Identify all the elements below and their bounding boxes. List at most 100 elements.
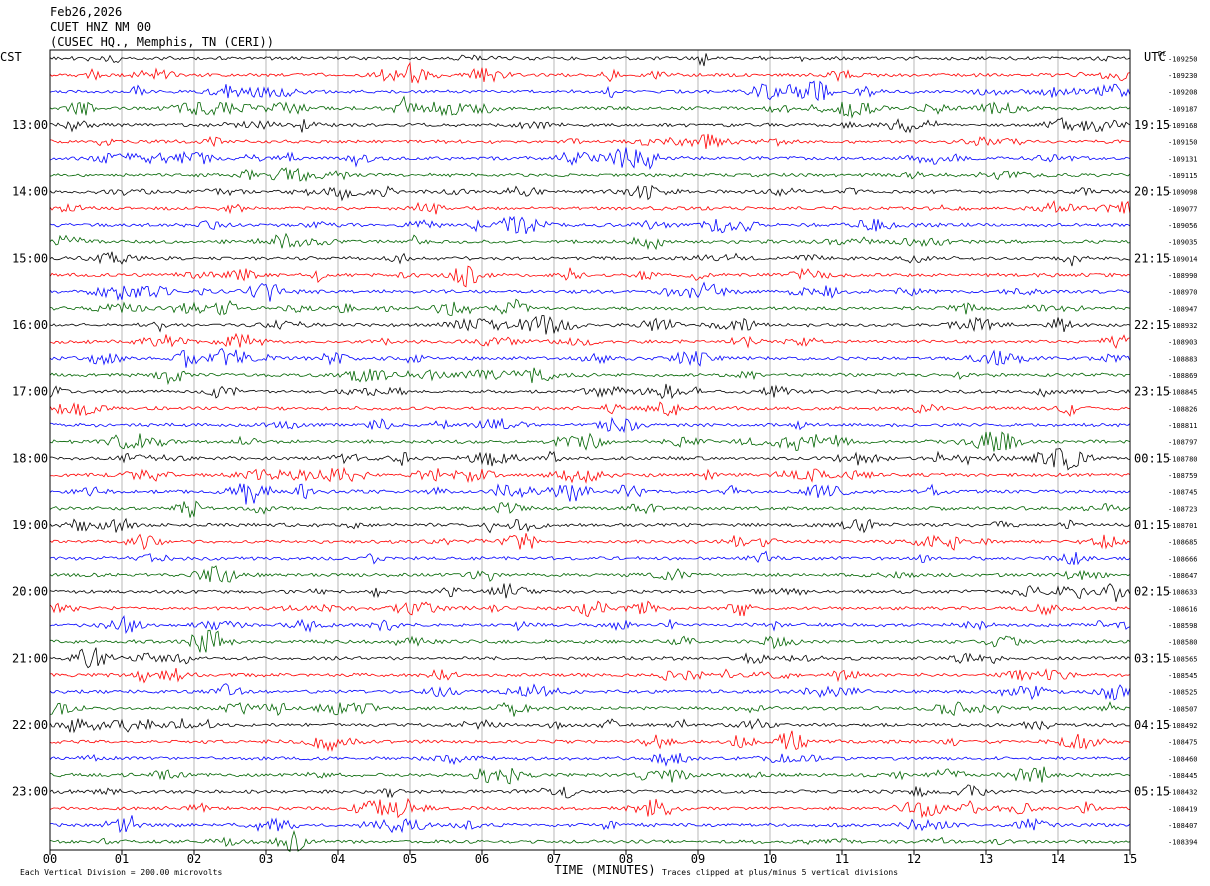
- left-hour-label: 22:00: [12, 718, 48, 732]
- trace-line: [49, 500, 1131, 518]
- dc-offset-label: -108432: [1168, 789, 1198, 797]
- dc-offset-label: -108633: [1168, 589, 1198, 597]
- trace-line: [49, 431, 1131, 452]
- right-hour-label: 21:15: [1134, 251, 1170, 265]
- right-hour-label: 01:15: [1134, 518, 1170, 532]
- dc-offset-label: -108723: [1168, 505, 1198, 513]
- left-hour-label: 20:00: [12, 585, 48, 599]
- x-tick-label: 07: [547, 852, 561, 866]
- right-hour-label: 03:15: [1134, 651, 1170, 665]
- dc-offset-label: -108990: [1168, 272, 1198, 280]
- location-label: (CUSEC HQ., Memphis, TN (CERI)): [50, 35, 274, 49]
- clip-note: Traces clipped at plus/minus 5 vertical …: [662, 868, 898, 877]
- dc-offset-label: -108947: [1168, 305, 1198, 313]
- dc-offset-label: -108394: [1168, 839, 1198, 847]
- trace-line: [49, 668, 1131, 684]
- dc-offset-label: -108507: [1168, 705, 1198, 713]
- trace-line: [49, 784, 1131, 799]
- dc-offset-label: -108932: [1168, 322, 1198, 330]
- trace-line: [49, 61, 1131, 84]
- dc-offset-label: -108407: [1168, 822, 1198, 830]
- dc-offset-label: -108797: [1168, 439, 1198, 447]
- left-hour-label: 23:00: [12, 785, 48, 799]
- x-axis-label: TIME (MINUTES): [554, 863, 655, 877]
- trace-line: [49, 683, 1131, 701]
- trace-line: [49, 615, 1131, 634]
- trace-line: [49, 815, 1131, 834]
- trace-line: [49, 251, 1131, 267]
- right-hour-label: 04:15: [1134, 718, 1170, 732]
- dc-offset-label: -108580: [1168, 639, 1198, 647]
- trace-line: [49, 167, 1131, 183]
- dc-offset-label: -108811: [1168, 422, 1198, 430]
- x-tick-label: 13: [979, 852, 993, 866]
- dc-offset-label: -109056: [1168, 222, 1198, 230]
- dc-offset-label: -109187: [1168, 105, 1198, 113]
- x-tick-label: 00: [43, 852, 57, 866]
- plot-frame: [49, 49, 1131, 851]
- right-hour-label: 05:15: [1134, 785, 1170, 799]
- trace-line: [49, 281, 1131, 302]
- trace-line: [49, 53, 1131, 67]
- station-label: CUET HNZ NM 00: [50, 20, 152, 34]
- left-hour-label: 15:00: [12, 251, 48, 265]
- dc-offset-label: -108759: [1168, 472, 1198, 480]
- x-tick-label: 03: [259, 852, 273, 866]
- left-hour-label: 16:00: [12, 318, 48, 332]
- trace-line: [49, 797, 1131, 819]
- dc-offset-label: -108565: [1168, 655, 1198, 663]
- dc-offset-label: -109098: [1168, 189, 1198, 197]
- left-hour-label: 14:00: [12, 185, 48, 199]
- right-hour-label: 22:15: [1134, 318, 1170, 332]
- x-axis-ticks: 00 01 02 03 04 05 06 07 08 09 10 11 12 13 14 15: [43, 850, 1137, 866]
- dc-offset-label: -108545: [1168, 672, 1198, 680]
- trace-line: [49, 550, 1131, 566]
- dc-offset-label: -109208: [1168, 89, 1198, 97]
- trace-line: [49, 215, 1131, 235]
- trace-line: [49, 383, 1131, 400]
- trace-line: [49, 448, 1131, 471]
- trace-line: [49, 466, 1131, 484]
- trace-line: [49, 232, 1131, 251]
- trace-line: [49, 117, 1131, 134]
- trace-line: [49, 766, 1131, 785]
- trace-line: [49, 582, 1131, 602]
- trace-line: [49, 647, 1131, 669]
- x-tick-label: 06: [475, 852, 489, 866]
- dc-offset-label: -109230: [1168, 72, 1198, 80]
- dc-offset-label: -108525: [1168, 689, 1198, 697]
- x-tick-label: 15: [1123, 852, 1137, 866]
- trace-line: [49, 730, 1131, 752]
- dc-offset-label: -108666: [1168, 555, 1198, 563]
- x-tick-label: 12: [907, 852, 921, 866]
- trace-line: [49, 701, 1131, 717]
- dc-offset-label: -108460: [1168, 755, 1198, 763]
- dc-offset-label: -108903: [1168, 339, 1198, 347]
- x-tick-label: 11: [835, 852, 849, 866]
- dc-offset-label: -108883: [1168, 355, 1198, 363]
- trace-line: [49, 80, 1131, 102]
- x-tick-label: 05: [403, 852, 417, 866]
- right-hour-label: 23:15: [1134, 385, 1170, 399]
- dc-offset-label: -108647: [1168, 572, 1198, 580]
- dc-offset-labels: -109250 -109230 -109208 -109187 -109168 -1091…: [1168, 55, 1198, 846]
- seismic-traces: [49, 53, 1131, 853]
- trace-line: [49, 517, 1131, 534]
- dc-offset-label: -108780: [1168, 455, 1198, 463]
- date-label: Feb26,2026: [50, 5, 123, 19]
- x-tick-label: 01: [115, 852, 129, 866]
- trace-line: [49, 133, 1131, 149]
- dc-offset-label: -109035: [1168, 239, 1198, 247]
- trace-line: [49, 348, 1131, 368]
- dc-offset-label: -108745: [1168, 489, 1198, 497]
- dc-offset-label: -108475: [1168, 739, 1198, 747]
- x-tick-label: 10: [763, 852, 777, 866]
- dc-offset-label: -108598: [1168, 622, 1198, 630]
- trace-line: [49, 298, 1131, 316]
- left-hour-label: 13:00: [12, 118, 48, 132]
- x-tick-label: 04: [331, 852, 345, 866]
- dc-offset-label: -108445: [1168, 772, 1198, 780]
- trace-line: [49, 95, 1131, 119]
- right-hour-label: 02:15: [1134, 585, 1170, 599]
